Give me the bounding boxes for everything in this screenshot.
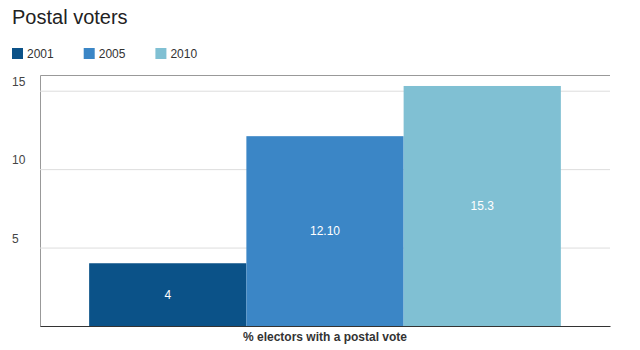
y-axis: 5 10 15 — [12, 75, 610, 327]
legend-item: 2010 — [155, 47, 197, 61]
bar — [404, 86, 561, 326]
data-label: 15.3 — [471, 199, 495, 213]
x-tick-label: % electors with a postal vote — [243, 330, 407, 344]
bar — [246, 136, 403, 326]
data-labels: 4 12.10 15.3 — [164, 199, 494, 302]
legend-swatch — [84, 48, 95, 59]
y-tick-label: 15 — [12, 75, 26, 89]
legend-label: 2005 — [99, 47, 126, 61]
legend-swatch — [155, 48, 166, 59]
y-tick-label: 5 — [12, 232, 19, 246]
y-axis-line — [41, 76, 611, 327]
legend-item: 2005 — [84, 47, 126, 61]
legend: 2001 2005 2010 — [12, 47, 197, 61]
bar — [89, 263, 246, 326]
plot: 5 10 15 4 12.10 15.3 % electors with a postal … — [12, 75, 611, 344]
y-tick-label: 10 — [12, 153, 26, 167]
data-label: 4 — [164, 288, 171, 302]
legend-label: 2001 — [27, 47, 54, 61]
title: Postal voters — [12, 6, 128, 28]
legend-label: 2010 — [170, 47, 197, 61]
x-axis-line — [41, 326, 611, 327]
x-axis: % electors with a postal vote — [41, 326, 611, 344]
x-tick: % electors with a postal vote — [243, 326, 407, 344]
legend-item: 2001 — [12, 47, 54, 61]
legend-swatch — [12, 48, 23, 59]
chart: Postal voters 2001 2005 2010 5 10 15 4 12.10 15.3… — [0, 0, 640, 350]
bars — [89, 86, 561, 326]
data-label: 12.10 — [310, 224, 340, 238]
